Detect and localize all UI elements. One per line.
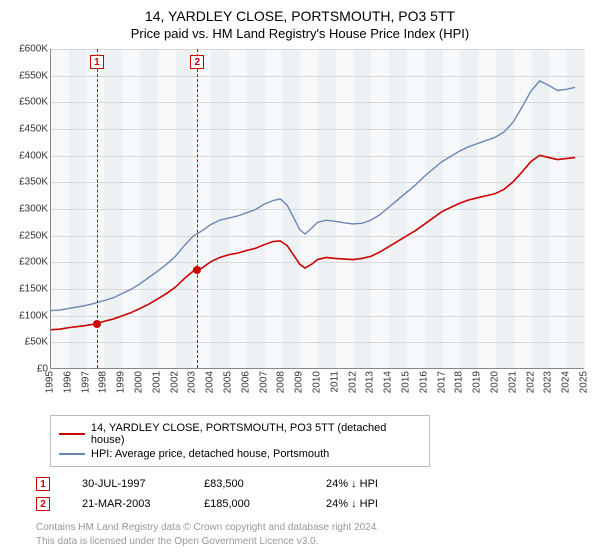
x-tick-label: 2011	[329, 371, 340, 393]
chart-subtitle: Price paid vs. HM Land Registry's House …	[8, 26, 592, 41]
x-tick-label: 2017	[436, 371, 447, 393]
x-tick-label: 2008	[276, 371, 287, 393]
attribution-line: Contains HM Land Registry data © Crown c…	[36, 521, 592, 535]
x-tick-label: 2020	[490, 371, 501, 393]
y-tick-label: £300K	[19, 204, 48, 215]
x-tick-label: 1999	[116, 371, 127, 393]
y-tick-label: £500K	[19, 97, 48, 108]
x-axis: 1995199619971998199920002001200220032004…	[50, 369, 584, 409]
x-tick-label: 2009	[294, 371, 305, 393]
series-line-price_paid	[51, 155, 575, 329]
event-price: £185,000	[204, 498, 294, 510]
legend-swatch	[59, 453, 85, 455]
legend-swatch	[59, 433, 85, 435]
x-tick-label: 2012	[347, 371, 358, 393]
y-tick-label: £600K	[19, 44, 48, 55]
sale-marker	[193, 266, 201, 274]
y-tick-label: £450K	[19, 124, 48, 135]
event-badge-on-chart: 1	[90, 55, 104, 69]
plot-area: 12	[50, 49, 584, 369]
y-tick-label: £150K	[19, 284, 48, 295]
event-change: 24% ↓ HPI	[326, 478, 416, 490]
y-tick-label: £250K	[19, 230, 48, 241]
x-tick-label: 2014	[383, 371, 394, 393]
y-tick-label: £350K	[19, 177, 48, 188]
x-tick-label: 2000	[134, 371, 145, 393]
event-change: 24% ↓ HPI	[326, 498, 416, 510]
x-tick-label: 2022	[525, 371, 536, 393]
x-tick-label: 2024	[561, 371, 572, 393]
x-tick-label: 2019	[472, 371, 483, 393]
x-tick-label: 2025	[579, 371, 590, 393]
chart-container: 14, YARDLEY CLOSE, PORTSMOUTH, PO3 5TT P…	[8, 8, 592, 548]
y-axis: £0£50K£100K£150K£200K£250K£300K£350K£400…	[8, 49, 50, 369]
y-tick-label: £400K	[19, 150, 48, 161]
x-tick-label: 2021	[507, 371, 518, 393]
sale-marker	[93, 320, 101, 328]
x-tick-label: 2007	[258, 371, 269, 393]
event-date: 21-MAR-2003	[82, 498, 172, 510]
x-tick-label: 2005	[223, 371, 234, 393]
legend-label: 14, YARDLEY CLOSE, PORTSMOUTH, PO3 5TT (…	[91, 422, 421, 446]
event-row: 2 21-MAR-2003 £185,000 24% ↓ HPI	[36, 497, 592, 511]
event-price: £83,500	[204, 478, 294, 490]
chart-title: 14, YARDLEY CLOSE, PORTSMOUTH, PO3 5TT	[8, 8, 592, 24]
x-tick-label: 2023	[543, 371, 554, 393]
chart-area: £0£50K£100K£150K£200K£250K£300K£350K£400…	[8, 49, 592, 409]
legend-item-hpi: HPI: Average price, detached house, Port…	[59, 448, 421, 460]
x-tick-label: 2001	[151, 371, 162, 393]
x-tick-label: 2002	[169, 371, 180, 393]
x-tick-label: 2015	[401, 371, 412, 393]
events-table: 1 30-JUL-1997 £83,500 24% ↓ HPI 2 21-MAR…	[36, 477, 592, 511]
event-badge: 1	[36, 477, 50, 491]
x-tick-label: 2006	[240, 371, 251, 393]
y-tick-label: £550K	[19, 70, 48, 81]
attribution: Contains HM Land Registry data © Crown c…	[36, 521, 592, 548]
x-tick-label: 1998	[98, 371, 109, 393]
series-line-hpi	[51, 81, 575, 311]
event-badge: 2	[36, 497, 50, 511]
y-tick-label: £200K	[19, 257, 48, 268]
event-date: 30-JUL-1997	[82, 478, 172, 490]
y-tick-label: £100K	[19, 310, 48, 321]
x-tick-label: 2018	[454, 371, 465, 393]
series-svg	[51, 49, 584, 368]
event-badge-on-chart: 2	[190, 55, 204, 69]
y-tick-label: £50K	[25, 337, 48, 348]
x-tick-label: 2016	[418, 371, 429, 393]
event-row: 1 30-JUL-1997 £83,500 24% ↓ HPI	[36, 477, 592, 491]
event-line	[197, 49, 198, 368]
legend-label: HPI: Average price, detached house, Port…	[91, 448, 329, 460]
x-tick-label: 1995	[45, 371, 56, 393]
x-tick-label: 1996	[62, 371, 73, 393]
x-tick-label: 1997	[80, 371, 91, 393]
legend-item-price-paid: 14, YARDLEY CLOSE, PORTSMOUTH, PO3 5TT (…	[59, 422, 421, 446]
x-tick-label: 2010	[312, 371, 323, 393]
legend: 14, YARDLEY CLOSE, PORTSMOUTH, PO3 5TT (…	[50, 415, 430, 467]
x-tick-label: 2003	[187, 371, 198, 393]
x-tick-label: 2013	[365, 371, 376, 393]
x-tick-label: 2004	[205, 371, 216, 393]
attribution-line: This data is licensed under the Open Gov…	[36, 535, 592, 549]
